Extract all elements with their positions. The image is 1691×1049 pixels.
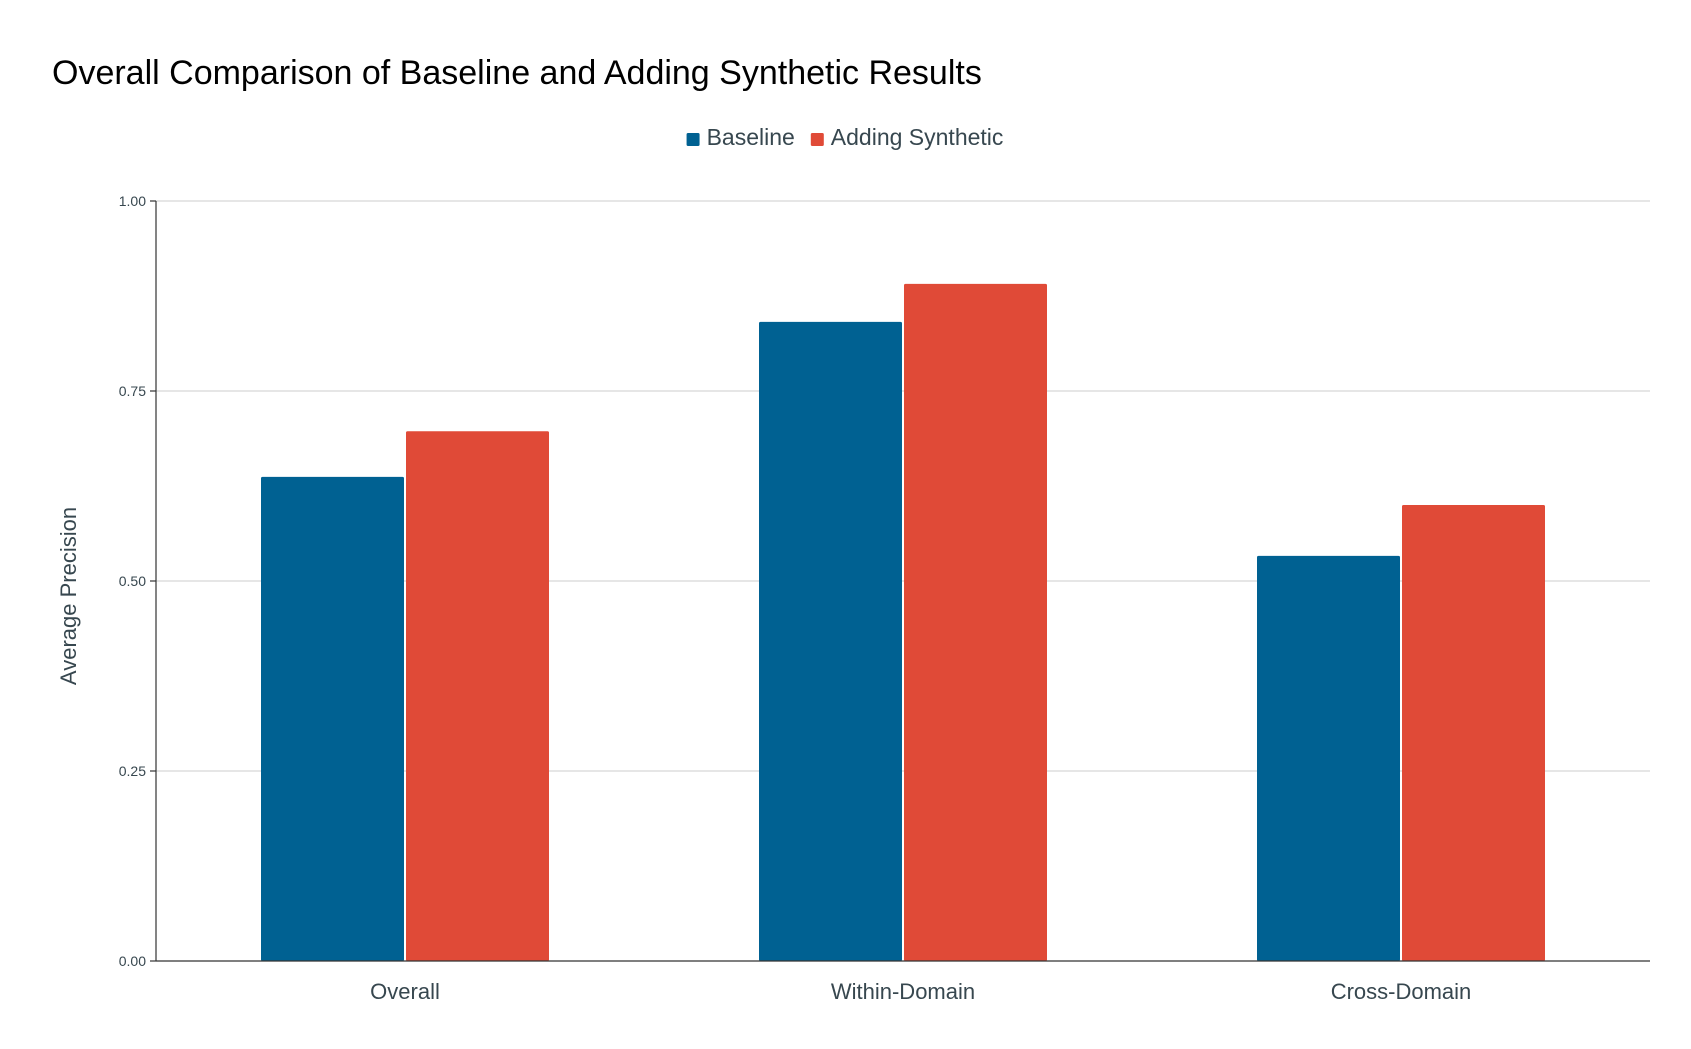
gridlines [156, 200, 1650, 772]
legend-label: Baseline [707, 124, 795, 150]
y-tick-label: 0.75 [119, 383, 146, 399]
x-category-label: Overall [370, 979, 440, 1004]
chart-title: Overall Comparison of Baseline and Addin… [52, 54, 982, 92]
bar-baseline-cross-domain [1257, 555, 1400, 961]
x-category-label: Within-Domain [831, 979, 975, 1004]
bars [261, 283, 1545, 962]
y-tick-label: 0.50 [119, 573, 146, 589]
legend-swatch [686, 133, 700, 146]
y-tick-label: 0.00 [119, 953, 146, 969]
y-tick-label: 1.00 [119, 193, 146, 209]
legend: Baseline Adding Synthetic [686, 124, 1004, 150]
legend-label: Adding Synthetic [831, 124, 1004, 150]
y-axis-title: Average Precision [56, 507, 81, 685]
y-tick-label: 0.25 [119, 763, 146, 779]
bar-baseline-within-domain [759, 321, 902, 962]
legend-item: Baseline [686, 124, 795, 150]
bar-baseline-overall [261, 476, 404, 961]
legend-item: Adding Synthetic [810, 124, 1004, 150]
y-axis-ticks: 0.00 0.25 0.50 0.75 1.00 [119, 193, 156, 969]
bar-adding-synthetic-cross-domain [1402, 505, 1545, 961]
bar-adding-synthetic-overall [406, 431, 549, 961]
x-axis-categories: Overall Within-Domain Cross-Domain [370, 979, 1471, 1004]
legend-swatch [810, 133, 824, 146]
bar-adding-synthetic-within-domain [904, 283, 1047, 962]
x-category-label: Cross-Domain [1331, 979, 1472, 1004]
